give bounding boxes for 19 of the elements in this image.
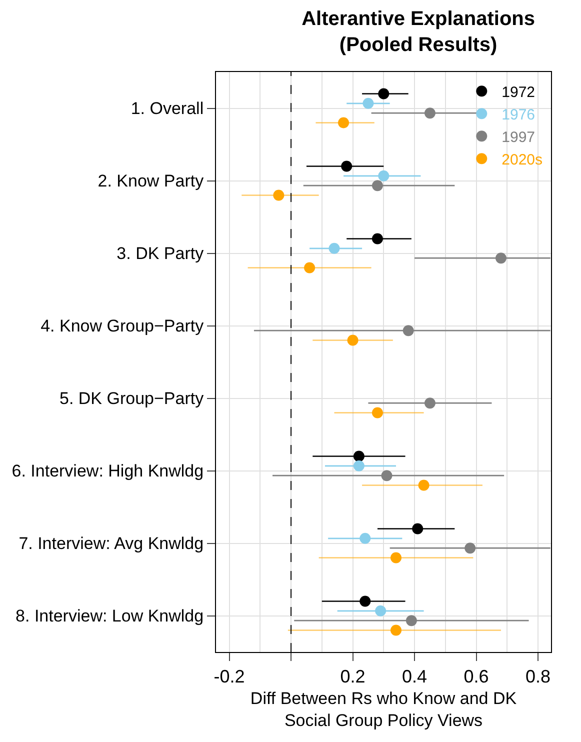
y-tick-label: 7. Interview: Avg Knwldg <box>18 534 204 554</box>
x-tick-label: 0.8 <box>526 666 551 687</box>
legend-label: 1976 <box>502 106 536 124</box>
x-tick-label: 0.6 <box>464 666 489 687</box>
y-tick-label: 5. DK Group−Party <box>60 389 204 408</box>
y-tick-label: 3. DK Party <box>116 244 204 264</box>
y-tick-label: 4. Know Group−Party <box>40 316 204 336</box>
y-tick-label: 2. Know Party <box>98 172 204 191</box>
x-axis-title: Diff Between Rs who Know and DK Social Group Policy Views <box>250 689 518 730</box>
chart-title: Alterantive Explanations (Pooled Results) <box>302 8 536 56</box>
x-tick-label: -0.2 <box>214 666 245 687</box>
x-tick-label: 0.2 <box>340 666 366 687</box>
legend-label: 2020s <box>502 152 543 168</box>
legend-label: 1997 <box>502 129 536 146</box>
x-tick-label: 0.4 <box>402 666 428 687</box>
legend-label: 1972 <box>502 84 536 101</box>
y-tick-label: 8. Interview: Low Knwldg <box>16 606 204 626</box>
y-tick-label: 1. Overall <box>130 99 204 118</box>
y-tick-label: 6. Interview: High Knwldg <box>12 462 204 481</box>
